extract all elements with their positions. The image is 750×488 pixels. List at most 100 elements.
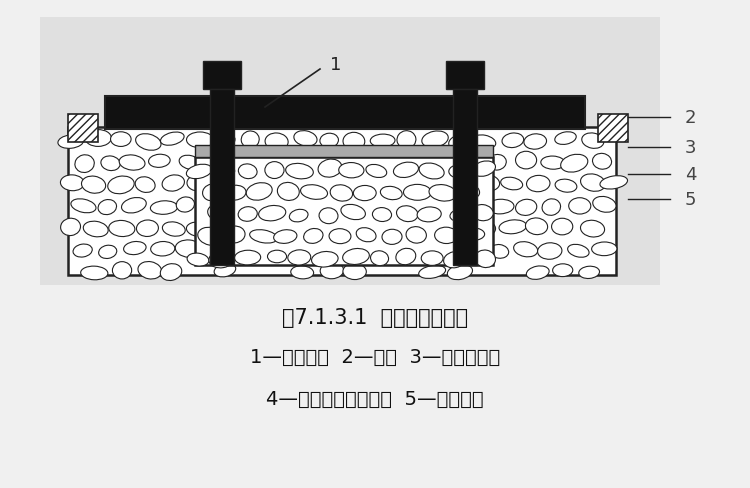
Ellipse shape [304, 241, 330, 257]
Ellipse shape [316, 220, 343, 235]
Ellipse shape [246, 183, 272, 201]
Bar [195, 158, 493, 265]
Ellipse shape [81, 266, 108, 280]
Ellipse shape [227, 199, 248, 214]
Ellipse shape [463, 200, 489, 214]
Ellipse shape [101, 157, 120, 171]
Ellipse shape [458, 184, 479, 200]
Ellipse shape [472, 136, 496, 149]
Bar [203, 62, 241, 90]
Ellipse shape [429, 185, 457, 202]
Ellipse shape [319, 208, 338, 224]
Ellipse shape [160, 133, 184, 146]
Ellipse shape [253, 244, 281, 260]
Ellipse shape [582, 134, 604, 149]
Ellipse shape [110, 133, 131, 147]
Ellipse shape [232, 245, 251, 259]
Ellipse shape [385, 244, 410, 259]
Ellipse shape [334, 245, 356, 258]
Ellipse shape [86, 130, 111, 147]
Ellipse shape [447, 265, 472, 280]
Ellipse shape [422, 132, 448, 148]
Ellipse shape [265, 163, 284, 179]
Ellipse shape [309, 155, 331, 169]
Ellipse shape [163, 223, 185, 237]
Ellipse shape [475, 222, 496, 237]
Ellipse shape [291, 266, 314, 279]
Ellipse shape [397, 131, 416, 149]
Ellipse shape [242, 222, 265, 237]
Ellipse shape [524, 135, 547, 150]
Ellipse shape [256, 153, 278, 169]
Ellipse shape [187, 175, 211, 192]
Bar [195, 146, 493, 158]
Ellipse shape [422, 251, 443, 266]
Ellipse shape [98, 200, 116, 215]
Ellipse shape [450, 210, 470, 222]
Ellipse shape [339, 163, 364, 179]
Ellipse shape [502, 134, 524, 148]
Ellipse shape [215, 178, 236, 192]
Ellipse shape [343, 223, 364, 238]
Ellipse shape [526, 266, 549, 280]
Ellipse shape [541, 157, 565, 170]
Ellipse shape [230, 154, 251, 172]
Ellipse shape [99, 245, 117, 259]
Bar [68, 128, 616, 275]
Ellipse shape [555, 180, 577, 193]
Ellipse shape [278, 156, 302, 172]
Ellipse shape [526, 219, 548, 235]
Ellipse shape [443, 252, 466, 268]
Ellipse shape [136, 134, 161, 151]
Ellipse shape [460, 228, 484, 241]
Ellipse shape [368, 222, 394, 237]
Ellipse shape [356, 200, 382, 217]
Ellipse shape [151, 202, 178, 215]
Ellipse shape [278, 183, 299, 201]
Ellipse shape [407, 155, 434, 172]
Ellipse shape [119, 156, 145, 171]
Ellipse shape [238, 164, 257, 179]
Ellipse shape [266, 179, 285, 192]
Ellipse shape [135, 178, 155, 193]
Text: 2: 2 [685, 109, 697, 127]
Ellipse shape [176, 241, 202, 258]
Ellipse shape [382, 156, 406, 170]
Ellipse shape [82, 177, 106, 194]
Ellipse shape [419, 266, 446, 279]
Ellipse shape [235, 251, 261, 265]
Ellipse shape [501, 178, 523, 190]
Ellipse shape [370, 135, 395, 148]
Text: 4: 4 [685, 165, 697, 183]
Ellipse shape [112, 262, 132, 280]
Ellipse shape [343, 133, 364, 151]
Ellipse shape [450, 178, 476, 195]
Text: 3: 3 [685, 139, 697, 157]
Ellipse shape [83, 222, 108, 237]
Ellipse shape [396, 222, 419, 235]
Ellipse shape [239, 175, 265, 191]
Ellipse shape [382, 230, 402, 245]
Ellipse shape [356, 228, 376, 242]
Ellipse shape [61, 176, 84, 191]
Ellipse shape [515, 200, 537, 216]
Ellipse shape [224, 226, 245, 244]
Bar [446, 62, 484, 90]
Ellipse shape [436, 156, 463, 172]
Bar [453, 90, 477, 265]
Ellipse shape [266, 219, 288, 237]
Ellipse shape [397, 206, 418, 222]
Ellipse shape [542, 200, 560, 216]
Ellipse shape [311, 252, 338, 267]
Ellipse shape [380, 187, 402, 200]
Ellipse shape [217, 163, 235, 180]
Ellipse shape [538, 244, 562, 260]
Ellipse shape [417, 207, 441, 223]
Bar [598, 115, 628, 142]
Ellipse shape [345, 175, 370, 191]
Ellipse shape [553, 264, 573, 277]
Ellipse shape [448, 135, 476, 150]
Ellipse shape [208, 204, 233, 222]
Ellipse shape [410, 199, 429, 216]
Ellipse shape [320, 263, 344, 279]
